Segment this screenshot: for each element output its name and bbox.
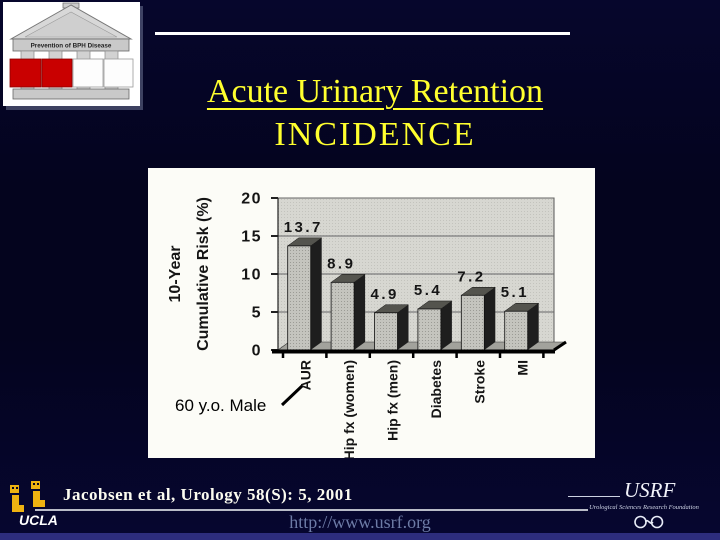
citation-text: Jacobsen et al, Urology 58(S): 5, 2001 — [63, 485, 353, 504]
ucla-towers-icon: UCLA — [10, 481, 58, 528]
bar-value-label: 13.7 — [284, 219, 323, 236]
bar-category-label: MI — [515, 360, 531, 376]
y-tick-label-20: 20 — [241, 191, 262, 208]
usrf-logo: USRF Urological Sciences Research Founda… — [568, 478, 720, 534]
bar-side-face — [484, 287, 496, 350]
y-tick-label-5: 5 — [252, 305, 262, 322]
bar-MI: 5.1 MI — [501, 284, 540, 376]
bar-Stroke: 7.2 Stroke — [457, 268, 497, 404]
title-line-2: INCIDENCE — [274, 116, 476, 153]
title-line-1: Acute Urinary Retention — [206, 73, 544, 110]
bar-Hip fx (women): 8.9 Hip fx (women) — [327, 255, 366, 458]
y-axis-title-line2: Cumulative Risk (%) — [195, 197, 212, 351]
bar-front-face — [504, 310, 529, 351]
temple-squares — [9, 58, 134, 88]
y-tick-label-10: 10 — [241, 267, 262, 284]
annotation-60yo-male: 60 y.o. Male — [175, 396, 266, 415]
bar-front-face — [374, 312, 398, 351]
usrf-wordmark: USRF — [624, 478, 676, 502]
citation-underline — [35, 509, 588, 511]
bottom-accent-strip — [0, 533, 720, 540]
slide-title: Acute Urinary Retention INCIDENCE — [150, 70, 600, 156]
y-tick-label-15: 15 — [241, 229, 262, 246]
usrf-url: http://www.usrf.org — [289, 512, 431, 532]
bar-side-face — [527, 303, 539, 350]
bar-category-label: AUR — [298, 360, 314, 390]
bar-side-face — [397, 304, 409, 350]
bar-category-label: Hip fx (women) — [341, 360, 357, 458]
bar-value-label: 7.2 — [457, 268, 485, 285]
bar-value-label: 8.9 — [327, 255, 355, 272]
bar-AUR: 13.7 AUR — [284, 219, 323, 390]
ucla-wordmark: UCLA — [19, 512, 58, 528]
usrf-scroll-icon — [634, 515, 664, 529]
incidence-bar-chart: 13.7 AUR 8.9 Hip fx (women) 4.9 Hip fx (men) 5… — [167, 191, 567, 458]
bar-front-face — [417, 308, 442, 351]
x-axis-depth-edge — [553, 340, 567, 352]
bar-side-face — [440, 300, 452, 350]
bar-value-label: 4.9 — [371, 286, 399, 303]
temple-logo-icon: Prevention of BPH Disease — [9, 2, 134, 100]
bar-value-label: 5.1 — [501, 284, 529, 301]
bar-front-face — [287, 245, 312, 351]
usrf-rule-line — [568, 496, 620, 497]
top-divider-line — [155, 32, 570, 35]
bph-banner-text: Prevention of BPH Disease — [31, 43, 112, 50]
ucla-logo: UCLA — [5, 478, 63, 535]
bar-category-label: Hip fx (men) — [385, 360, 401, 441]
annotation-pointer-line — [280, 384, 304, 407]
usrf-subtitle: Urological Sciences Research Foundation — [589, 504, 699, 511]
bph-logo-card: Prevention of BPH Disease — [3, 2, 140, 106]
bar-front-face — [330, 281, 355, 351]
bar-Hip fx (men): 4.9 Hip fx (men) — [371, 286, 410, 441]
bar-Diabetes: 5.4 Diabetes — [414, 282, 453, 419]
bar-value-label: 5.4 — [414, 282, 442, 299]
bar-side-face — [354, 274, 366, 350]
bar-category-label: Stroke — [471, 360, 487, 404]
bar-side-face — [310, 237, 322, 350]
bar-front-face — [460, 294, 485, 351]
bar-category-label: Diabetes — [428, 360, 444, 419]
incidence-chart-image: 13.7 AUR 8.9 Hip fx (women) 4.9 Hip fx (men) 5… — [148, 168, 595, 458]
y-tick-label-0: 0 — [252, 343, 262, 360]
y-axis-title-line1: 10-Year — [167, 246, 184, 303]
